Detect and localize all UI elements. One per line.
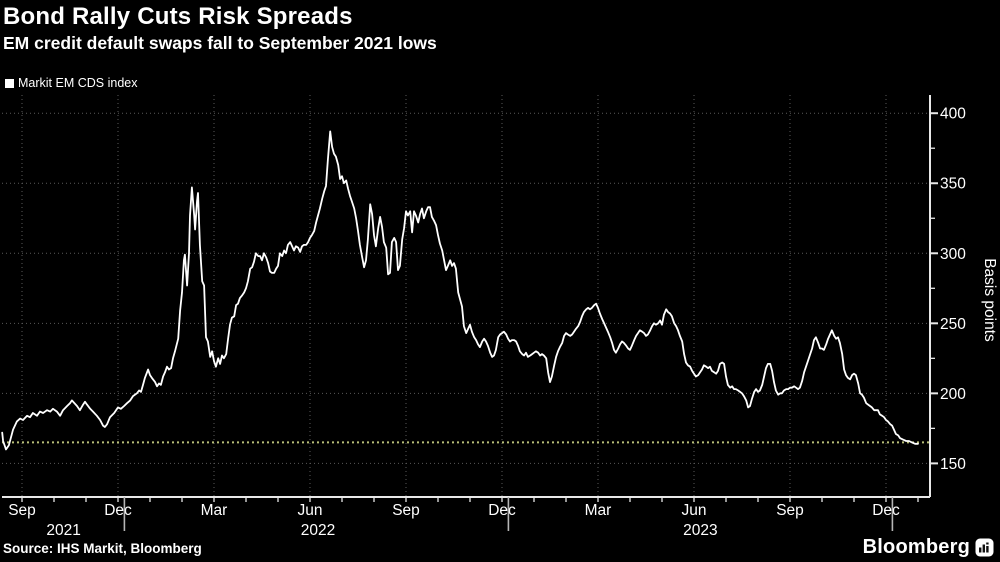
x-tick-label: Mar <box>201 502 228 519</box>
x-tick-label: Sep <box>392 502 420 519</box>
y-tick-label: 400 <box>940 106 966 123</box>
year-label: 2023 <box>683 522 717 539</box>
page-title: Bond Rally Cuts Risk Spreads <box>3 3 353 30</box>
year-label: 2021 <box>46 522 80 539</box>
x-tick-label: Sep <box>776 502 804 519</box>
x-axis-ticks-and-labels: Sep Dec Mar Jun Sep Dec Mar Jun Sep Dec 2021 2022 20… <box>8 497 919 539</box>
x-tick-label: Sep <box>8 502 36 519</box>
legend-label: Markit EM CDS index <box>18 76 138 90</box>
axes <box>2 95 931 498</box>
x-tick-label: Mar <box>585 502 612 519</box>
source-credit: Source: IHS Markit, Bloomberg <box>3 541 202 556</box>
y-tick-label: 350 <box>940 176 966 193</box>
x-tick-label: Dec <box>488 502 516 519</box>
bloomberg-logo: Bloomberg <box>863 536 994 559</box>
x-tick-label: Jun <box>298 502 323 519</box>
x-tick-label: Jun <box>682 502 707 519</box>
x-tick-label: Dec <box>872 502 900 519</box>
series-line <box>1 130 919 451</box>
y-tick-label: 200 <box>940 386 966 403</box>
bloomberg-chart-icon <box>975 538 994 557</box>
y-tick-label: 250 <box>940 316 966 333</box>
horizontal-gridlines <box>2 112 930 464</box>
vertical-gridlines <box>21 95 887 497</box>
y-tick-label: 300 <box>940 246 966 263</box>
y-tick-label: 150 <box>940 456 966 473</box>
y-axis-ticks-and-labels: 150 200 250 300 350 400 <box>930 106 966 473</box>
legend: Markit EM CDS index <box>5 76 137 90</box>
year-label: 2022 <box>301 522 335 539</box>
chart-subtitle: EM credit default swaps fall to Septembe… <box>3 33 437 53</box>
x-tick-label: Dec <box>104 502 132 519</box>
legend-swatch-icon <box>5 78 14 88</box>
bloomberg-wordmark: Bloomberg <box>862 536 970 558</box>
y-axis-title: Basis points <box>981 258 998 342</box>
